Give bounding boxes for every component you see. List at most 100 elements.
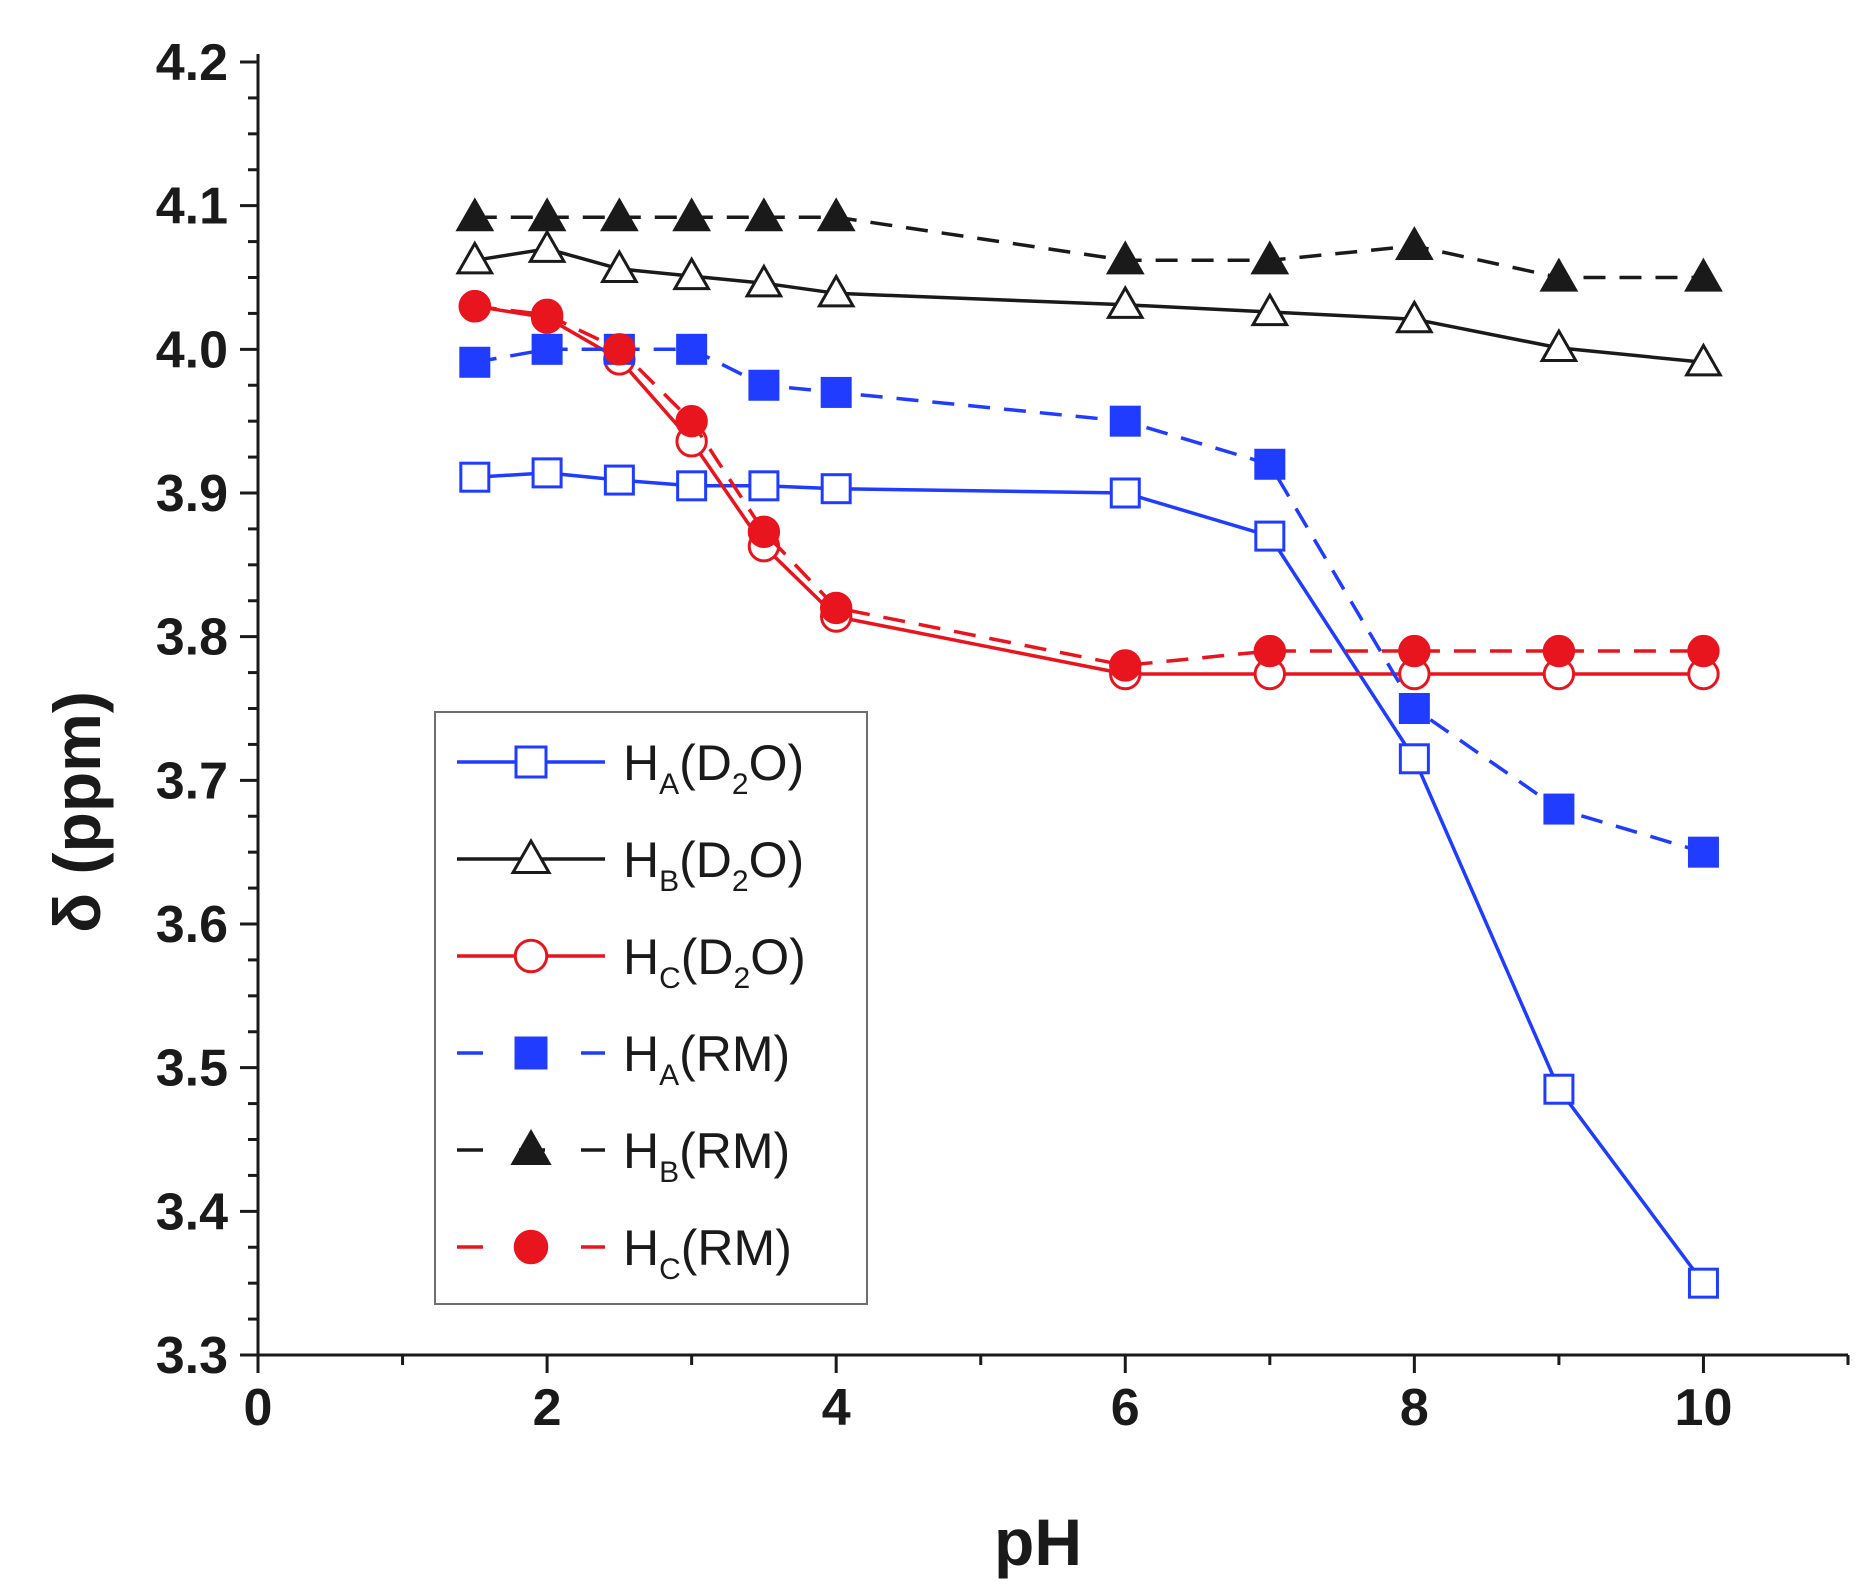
y-tick-label: 3.4 [156, 1183, 228, 1241]
data-point-hb-d2o [672, 256, 712, 291]
legend: HA(D2O)HB(D2O)HC(D2O)HA(RM)HB(RM)HC(RM) [434, 711, 868, 1305]
legend-subscript: B [659, 865, 679, 898]
series-line-hb-d2o [474, 247, 1704, 365]
data-point-hb-rm [1394, 226, 1434, 260]
data-point-hc-rm [1542, 634, 1576, 668]
y-tick-label: 4.1 [156, 178, 228, 236]
legend-subscript: 2 [734, 962, 751, 995]
data-point-ha-d2o [1398, 743, 1430, 775]
data-point-hb-d2o [1105, 284, 1145, 319]
data-point-ha-rm [1543, 793, 1575, 825]
data-point-hb-rm [672, 197, 712, 232]
data-point-ha-rm [676, 333, 708, 365]
legend-item-hb-rm: HB(RM) [457, 1123, 790, 1189]
x-tick-label: 8 [1400, 1379, 1429, 1437]
data-point-hc-rm [1253, 634, 1287, 668]
legend-label-hc-d2o: HC(D2O) [623, 929, 806, 995]
data-point-ha-rm [748, 369, 780, 401]
series-hb-d2o [455, 228, 1723, 377]
y-tick-label: 4.0 [156, 321, 228, 379]
legend-text-part: (D [679, 832, 732, 888]
legend-text-part: (RM) [679, 1026, 790, 1082]
data-point-hb-d2o [1250, 292, 1290, 327]
y-tick-label: 3.6 [156, 896, 228, 954]
data-point-hc-rm [458, 290, 492, 323]
y-tick-label: 3.8 [156, 609, 228, 667]
data-point-hb-rm [816, 197, 856, 232]
data-point-ha-rm [459, 346, 491, 378]
legend-box [434, 711, 868, 1305]
legend-text-part: (RM) [681, 1220, 792, 1276]
legend-text-part: O) [749, 832, 805, 888]
data-point-hb-d2o [1539, 328, 1579, 362]
legend-text-part: H [623, 1123, 659, 1179]
legend-item-hc-rm: HC(RM) [457, 1220, 792, 1286]
series-line-hc-rm [474, 304, 1704, 668]
x-axis-title: pH [994, 1505, 1082, 1579]
data-point-hb-d2o [455, 240, 495, 275]
legend-label-hc-rm: HC(RM) [623, 1220, 792, 1286]
legend-label-hb-rm: HB(RM) [623, 1123, 790, 1189]
axes-group: 0 2 4 6 8 10 3.3 3.4 3.5 3.6 3.7 3.8 3.9 4.0 4.1 4.2 [156, 34, 1850, 1437]
data-point-hb-d2o [1394, 299, 1434, 334]
data-point-ha-rm [1254, 448, 1286, 480]
data-point-hb-d2o [816, 273, 856, 308]
legend-text-part: (D [679, 735, 732, 791]
series-hc-d2o [458, 290, 1720, 691]
x-tick-label: 10 [1675, 1379, 1733, 1437]
data-point-ha-rm [1109, 405, 1141, 437]
legend-text-part: O) [749, 735, 805, 791]
data-point-hc-rm [1109, 649, 1142, 682]
legend-text-part: H [623, 735, 659, 791]
data-point-hc-rm [747, 515, 781, 548]
legend-marker-hb-rm [510, 1128, 552, 1165]
data-point-ha-d2o [748, 470, 780, 502]
series-hb-rm [455, 197, 1723, 292]
data-point-hc-rm [603, 333, 636, 366]
data-point-hc-rm [1687, 634, 1720, 668]
data-point-ha-d2o [1254, 520, 1286, 552]
data-point-ha-rm [820, 376, 852, 408]
legend-subscript: C [659, 962, 681, 995]
data-point-hb-rm [1250, 240, 1290, 275]
legend-text-part: H [623, 832, 659, 888]
data-point-ha-d2o [531, 457, 563, 489]
data-point-hc-rm [530, 298, 564, 332]
data-point-hc-rm [675, 404, 708, 438]
y-tick-label: 3.7 [156, 752, 228, 810]
legend-item-hc-d2o: HC(D2O) [457, 929, 806, 995]
legend-subscript: A [659, 768, 679, 801]
x-tick-label: 6 [1111, 1379, 1140, 1437]
data-point-hb-d2o [527, 228, 567, 263]
data-point-ha-d2o [1687, 1267, 1719, 1299]
x-tick-label: 2 [533, 1379, 562, 1437]
data-point-ha-rm [1687, 836, 1719, 868]
data-point-ha-d2o [603, 464, 635, 496]
legend-marker-hc-d2o [513, 938, 549, 974]
legend-text-part: H [623, 1220, 659, 1276]
data-point-hb-rm [527, 197, 567, 232]
series-hc-rm [458, 290, 1720, 682]
y-tick-label: 3.3 [156, 1327, 228, 1385]
y-tick-label: 4.2 [156, 34, 228, 92]
legend-subscript: B [659, 1156, 679, 1189]
y-axis-title: δ (ppm) [40, 691, 114, 933]
legend-label-ha-rm: HA(RM) [623, 1026, 790, 1092]
series-line-hc-d2o [474, 304, 1704, 676]
data-point-hb-rm [1684, 257, 1723, 292]
data-point-hb-rm [455, 197, 495, 232]
legend-marker-hc-rm [513, 1229, 549, 1265]
data-point-hb-d2o [1684, 342, 1723, 377]
legend-text-part: (D [681, 929, 734, 985]
legend-label-ha-d2o: HA(D2O) [623, 735, 804, 801]
x-tick-label: 4 [822, 1379, 851, 1437]
data-point-hb-rm [599, 197, 639, 232]
legend-marker-ha-d2o [514, 745, 548, 779]
series-line-hb-rm [474, 215, 1704, 280]
data-point-hb-d2o [744, 263, 784, 298]
legend-text-part: H [623, 929, 659, 985]
data-point-ha-d2o [1543, 1073, 1575, 1105]
legend-item-ha-rm: HA(RM) [457, 1026, 790, 1092]
